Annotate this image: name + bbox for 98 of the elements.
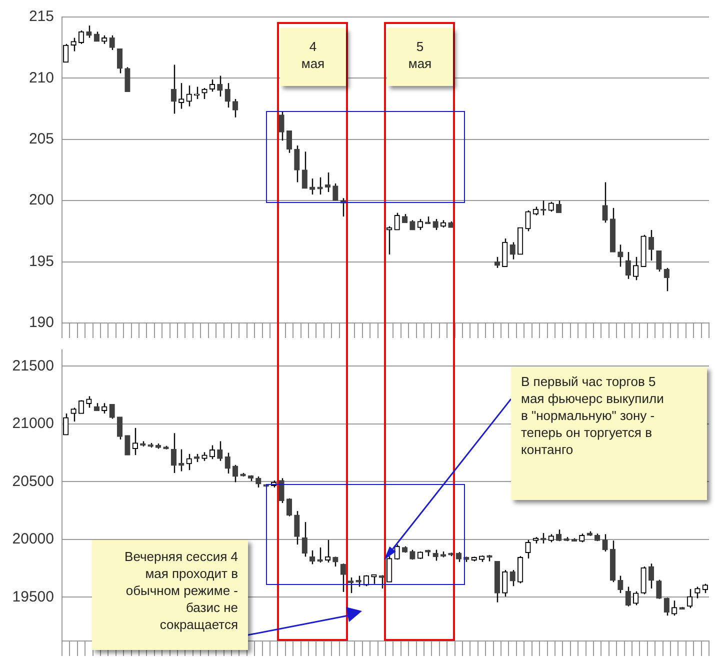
- candlestick: [170, 432, 177, 474]
- candlestick: [517, 556, 524, 584]
- candlestick: [672, 600, 678, 616]
- candlestick: [278, 110, 284, 142]
- candlestick: [317, 176, 323, 196]
- candlestick: [116, 48, 123, 74]
- y-tick-label: 215: [28, 8, 54, 26]
- candlestick: [618, 575, 624, 594]
- candlestick: [332, 182, 338, 202]
- candlestick: [286, 498, 292, 517]
- candlestick: [432, 549, 438, 562]
- candlestick: [340, 563, 346, 593]
- candlestick: [186, 453, 192, 471]
- candlestick: [109, 404, 115, 420]
- candlestick: [602, 182, 608, 224]
- candlestick: [63, 412, 69, 436]
- candlestick: [502, 569, 508, 598]
- candlestick: [286, 130, 292, 154]
- candlestick: [124, 66, 130, 92]
- candlestick: [417, 218, 423, 231]
- candlestick: [456, 551, 462, 562]
- candlestick: [432, 218, 438, 231]
- candlestick: [202, 87, 208, 100]
- candlestick: [525, 539, 531, 560]
- candlestick: [178, 448, 184, 472]
- candlestick: [278, 478, 284, 504]
- candlestick: [302, 151, 308, 189]
- candlestick: [217, 440, 223, 462]
- candlestick: [694, 586, 700, 599]
- candlestick: [170, 64, 177, 114]
- y-tick-label: 190: [28, 314, 54, 332]
- y-tick-label: 21000: [12, 415, 54, 432]
- candlestick: [656, 579, 662, 600]
- candlestick: [625, 586, 631, 607]
- candlestick: [78, 400, 84, 414]
- candlestick: [109, 34, 115, 51]
- candlestick: [510, 569, 516, 587]
- candlestick: [664, 267, 670, 292]
- y-tick-label: 21500: [12, 357, 54, 374]
- candlestick: [648, 229, 654, 262]
- y-tick-label: 195: [28, 252, 54, 270]
- candlestick: [224, 82, 230, 108]
- candlestick: [63, 43, 69, 63]
- y-tick-label: 205: [28, 130, 54, 148]
- candlestick: [209, 444, 216, 460]
- candlestick: [70, 407, 76, 422]
- candlestick: [664, 597, 670, 616]
- candlestick: [332, 556, 338, 568]
- candlestick: [132, 427, 138, 456]
- candlestick: [256, 476, 262, 488]
- candlestick: [602, 534, 608, 552]
- candlestick: [217, 75, 223, 98]
- candlestick: [209, 78, 216, 92]
- candlestick: [386, 226, 392, 256]
- candlestick: [394, 544, 400, 560]
- candlestick: [178, 82, 184, 110]
- callout-box: Вечерняя сессия 4 мая проходит в обычном режиме - базис не сокращается: [92, 540, 248, 650]
- candlestick: [224, 452, 230, 474]
- candlestick: [86, 24, 92, 38]
- candlestick: [294, 144, 300, 183]
- candlestick: [618, 244, 624, 268]
- candlestick: [625, 251, 631, 280]
- candlestick: [386, 556, 392, 583]
- candlestick: [232, 98, 238, 118]
- candlestick: [116, 416, 123, 440]
- candlestick: [78, 30, 84, 45]
- candlestick: [632, 256, 639, 281]
- y-tick-label: 200: [28, 192, 54, 209]
- candlestick: [686, 588, 693, 609]
- candlestick: [302, 521, 308, 558]
- candlestick: [525, 210, 531, 232]
- y-tick-label: 210: [28, 69, 54, 86]
- callout-box: 4 мая: [280, 28, 346, 86]
- candlestick: [86, 396, 92, 408]
- y-tick-label: 20500: [12, 472, 54, 490]
- candlestick: [186, 84, 192, 107]
- candlestick: [548, 201, 554, 212]
- y-tick-label: 19500: [12, 588, 54, 606]
- candlestick: [502, 238, 508, 268]
- candlestick: [70, 37, 76, 52]
- candlestick: [648, 563, 654, 590]
- candlestick: [494, 256, 500, 269]
- candlestick: [656, 250, 662, 272]
- candlestick: [702, 583, 708, 594]
- candlestick: [394, 212, 400, 231]
- candlestick: [632, 590, 639, 606]
- candlestick: [410, 220, 416, 231]
- callout-box: 5 мая: [387, 28, 453, 86]
- candlestick: [294, 510, 300, 546]
- candlestick: [94, 31, 100, 42]
- candlestick: [232, 464, 238, 483]
- candlestick: [363, 574, 370, 587]
- candlestick: [556, 200, 562, 214]
- candlestick: [324, 539, 331, 564]
- callout-box: В первый час торгов 5 мая фьючерс выкупили в "нормальную" зону - теперь он торгуется в контанго: [511, 367, 707, 500]
- candlestick: [317, 546, 323, 564]
- y-tick-label: 20000: [12, 530, 54, 548]
- candlestick: [510, 242, 516, 260]
